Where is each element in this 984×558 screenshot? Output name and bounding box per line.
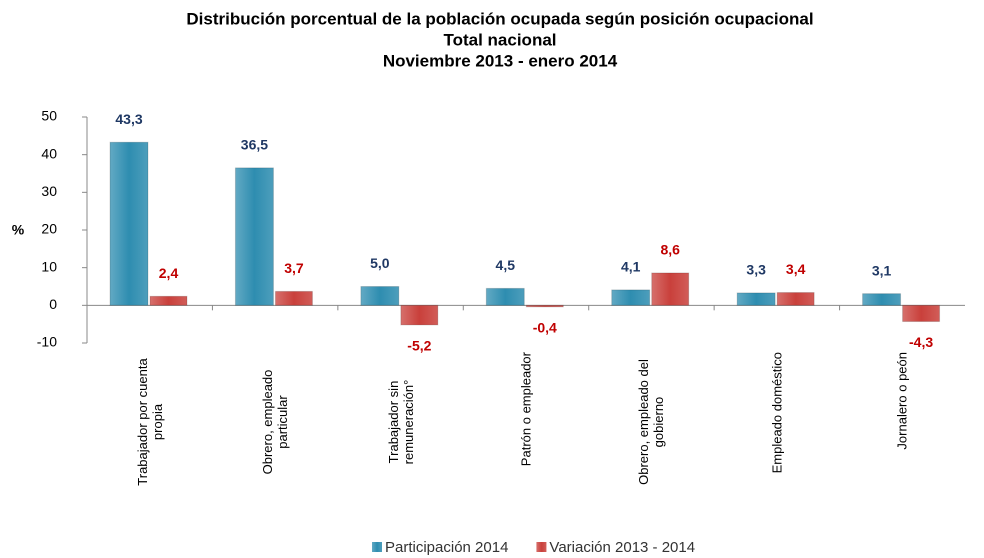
value-label: 8,6 xyxy=(660,242,680,258)
x-tick-label: Trabajador sin remuneración° xyxy=(385,379,416,465)
value-label: 36,5 xyxy=(241,137,268,153)
bar xyxy=(234,167,274,306)
bar xyxy=(611,289,651,306)
value-label: 3,7 xyxy=(284,260,304,276)
legend-label: Participación 2014 xyxy=(385,539,508,556)
bar xyxy=(274,290,313,306)
y-tick-label: 30 xyxy=(41,183,57,199)
value-label: 3,3 xyxy=(746,262,766,278)
bar xyxy=(902,304,941,323)
x-tick-label: Obrero, empleado particular xyxy=(260,369,291,475)
value-label: -4,3 xyxy=(909,334,933,350)
bar xyxy=(862,293,902,306)
chart-subtitle: Noviembre 2013 - enero 2014 xyxy=(383,51,618,70)
y-tick-label: 50 xyxy=(41,108,57,124)
legend-label: Variación 2013 - 2014 xyxy=(549,539,695,556)
value-label: 4,1 xyxy=(621,259,641,275)
value-label: 3,4 xyxy=(786,261,806,277)
bar xyxy=(736,292,776,306)
bar xyxy=(109,141,149,306)
x-tick-label: Patrón o empleador xyxy=(518,352,534,467)
bar xyxy=(400,304,439,326)
bar xyxy=(360,286,400,306)
x-tick-label: Trabajador por cuenta propia xyxy=(134,358,165,486)
legend-swatch xyxy=(372,542,382,552)
bar xyxy=(651,272,690,306)
legend-swatch xyxy=(536,542,547,552)
value-label: -0,4 xyxy=(533,320,557,336)
bar xyxy=(149,295,188,306)
bar xyxy=(485,287,525,306)
y-axis-label: % xyxy=(12,222,25,238)
bar xyxy=(776,292,815,306)
y-tick-label: 10 xyxy=(41,258,57,274)
y-tick-label: 0 xyxy=(49,296,57,312)
value-label: 3,1 xyxy=(872,262,892,278)
y-tick-label: 20 xyxy=(41,221,57,237)
value-label: -5,2 xyxy=(407,338,431,354)
chart-title: Distribución porcentual de la población … xyxy=(186,9,813,28)
value-label: 5,0 xyxy=(370,255,390,271)
chart-subtitle: Total nacional xyxy=(443,30,556,49)
x-tick-label: Jornalero o peón xyxy=(894,352,910,450)
bar xyxy=(525,304,564,308)
value-label: 4,5 xyxy=(496,257,516,273)
y-tick-label: -10 xyxy=(37,334,57,350)
x-tick-label: Obrero, empleado del gobierno xyxy=(636,359,667,485)
y-tick-label: 40 xyxy=(41,145,57,161)
value-label: 43,3 xyxy=(115,111,142,127)
value-label: 2,4 xyxy=(159,265,179,281)
x-tick-label: Empleado doméstico xyxy=(769,352,785,474)
